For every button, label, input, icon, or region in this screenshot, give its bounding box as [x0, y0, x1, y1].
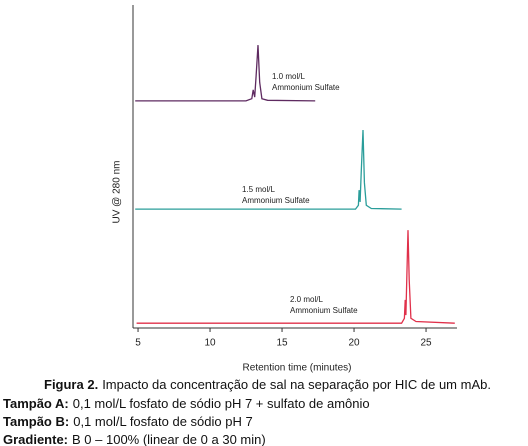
note-label: Gradiente:	[3, 432, 68, 446]
caption-label: Figura 2.	[44, 377, 98, 392]
caption-text: Impacto da concentração de sal na separa…	[102, 377, 491, 392]
y-axis-title: UV @ 280 nm	[112, 161, 123, 224]
trace-label: Ammonium Sulfate	[272, 83, 340, 92]
trace-label: 1.0 mol/L	[272, 72, 305, 81]
note-label: Tampão A:	[3, 396, 69, 411]
x-tick-label: 25	[420, 338, 432, 349]
trace	[135, 45, 316, 102]
trace-label: Ammonium Sulfate	[242, 196, 310, 205]
note-text: 0,1 mol/L fosfato de sódio pH 7 + sulfat…	[73, 396, 370, 411]
x-axis-title: Retention time (minutes)	[243, 363, 352, 374]
x-tick-label: 15	[276, 338, 288, 349]
note-text: 0,1 mol/L fosfato de sódio pH 7	[73, 414, 252, 429]
caption: Figura 2. Impacto da concentração de sal …	[44, 377, 491, 392]
note: Tampão A: 0,1 mol/L fosfato de sódio pH 7…	[3, 396, 370, 411]
trace-label: 1.5 mol/L	[242, 185, 275, 194]
note-text: B 0 – 100% (linear de 0 a 30 min)	[72, 432, 266, 446]
trace	[135, 129, 402, 210]
x-tick-label: 20	[348, 338, 360, 349]
x-tick-label: 10	[204, 338, 216, 349]
note: Tampão B: 0,1 mol/L fosfato de sódio pH 7	[3, 414, 253, 429]
x-tick-label: 5	[135, 338, 141, 349]
trace-label: Ammonium Sulfate	[290, 306, 358, 315]
note: Gradiente: B 0 – 100% (linear de 0 a 30 m…	[3, 432, 266, 446]
trace-label: 2.0 mol/L	[290, 295, 323, 304]
note-label: Tampão B:	[3, 414, 69, 429]
trace	[136, 230, 455, 324]
